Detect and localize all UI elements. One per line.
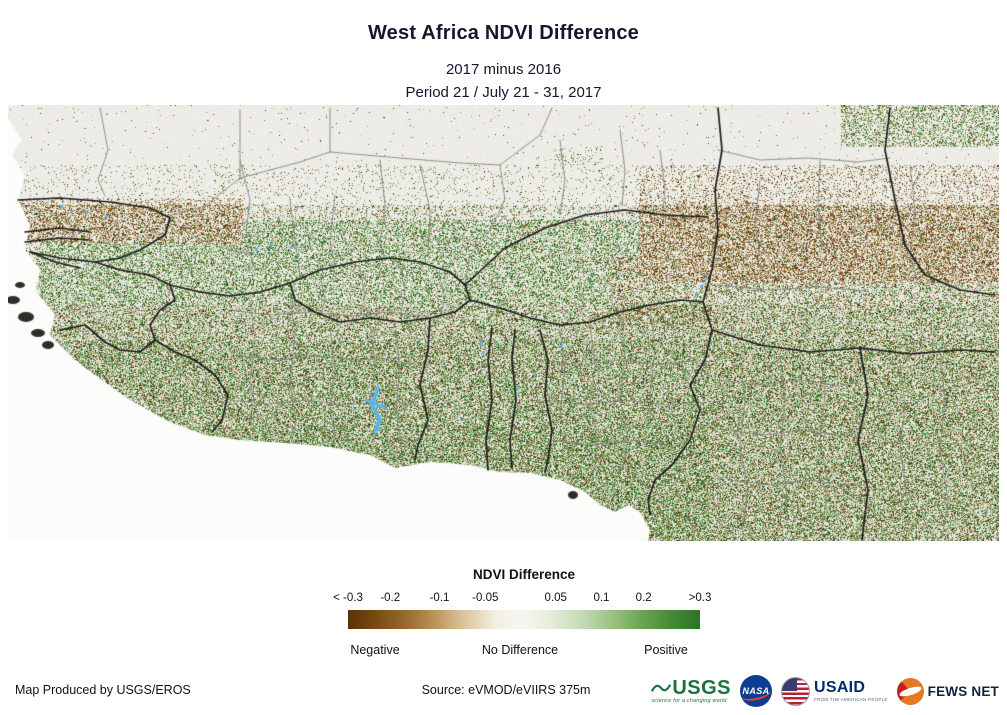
usaid-logo: USAID FROM THE AMERICAN PEOPLE — [781, 676, 888, 706]
subtitle-period: Period 21 / July 21 - 31, 2017 — [405, 84, 602, 101]
usaid-tagline: FROM THE AMERICAN PEOPLE — [814, 696, 888, 702]
legend-tick: < -0.3 — [333, 592, 363, 604]
usaid-logo-text: USAID — [814, 678, 866, 696]
usgs-logo: USGS science for a changing world — [651, 678, 731, 705]
fewsnet-logo-text: FEWS NET — [927, 683, 999, 699]
usgs-tagline: science for a changing world — [651, 697, 727, 704]
footer-logos: USGS science for a changing world NASA U… — [651, 671, 999, 711]
legend-tick: >0.3 — [688, 592, 712, 604]
legend-tick: 0.2 — [635, 592, 652, 604]
subtitle-years: 2017 minus 2016 — [445, 61, 562, 78]
nasa-logo-text: NASA — [742, 686, 770, 696]
legend-gradient-bar — [348, 610, 700, 629]
legend-tick: -0.05 — [472, 592, 499, 604]
ndvi-difference-map — [8, 105, 999, 541]
fewsnet-globe-icon — [896, 677, 924, 705]
legend-tick: 0.1 — [593, 592, 610, 604]
legend-tick: -0.1 — [429, 592, 450, 604]
legend-category-positive: Positive — [644, 643, 688, 657]
legend-categories: Negative No Difference Positive — [348, 643, 700, 659]
usgs-wave-icon — [651, 683, 672, 692]
footer-produced-by: Map Produced by USGS/EROS — [15, 683, 191, 697]
legend-title: NDVI Difference — [472, 567, 576, 582]
footer-source: Source: eVMOD/eVIIRS 375m — [421, 683, 591, 697]
usgs-logo-text: USGS — [672, 676, 731, 699]
fewsnet-logo: FEWS NET — [896, 677, 999, 705]
legend-tick: 0.05 — [544, 592, 567, 604]
usaid-flag-icon — [781, 676, 810, 706]
legend-ticks: < -0.3 -0.2 -0.1 -0.05 0.05 0.1 0.2 >0.3 — [333, 592, 711, 606]
nasa-meatball-icon: NASA — [740, 675, 772, 707]
nasa-logo: NASA — [740, 675, 772, 707]
legend-category-negative: Negative — [350, 643, 400, 657]
legend-category-no-difference: No Difference — [481, 643, 559, 657]
page-title: West Africa NDVI Difference — [367, 22, 640, 44]
legend-tick: -0.2 — [380, 592, 401, 604]
map-canvas — [8, 105, 999, 541]
